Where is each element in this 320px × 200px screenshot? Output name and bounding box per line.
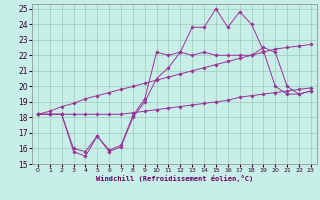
- X-axis label: Windchill (Refroidissement éolien,°C): Windchill (Refroidissement éolien,°C): [96, 175, 253, 182]
